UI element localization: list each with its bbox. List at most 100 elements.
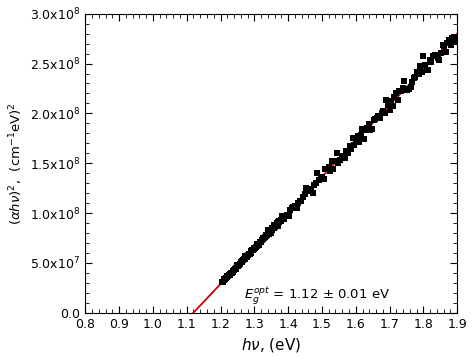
Point	[341, 156, 348, 161]
Point	[323, 166, 331, 171]
Point	[351, 143, 358, 148]
Point	[394, 97, 401, 103]
Point	[226, 272, 234, 278]
Point	[410, 75, 418, 81]
Point	[401, 78, 408, 84]
Point	[439, 42, 447, 48]
Point	[258, 237, 266, 243]
Point	[261, 235, 268, 241]
Point	[444, 40, 451, 46]
Point	[264, 232, 271, 238]
Point	[234, 263, 242, 269]
Point	[247, 248, 255, 254]
Point	[434, 56, 442, 61]
Point	[436, 57, 443, 63]
Point	[319, 174, 326, 179]
Text: $E_g^{opt}$ = 1.12 ± 0.01 eV: $E_g^{opt}$ = 1.12 ± 0.01 eV	[244, 286, 390, 307]
Point	[418, 69, 426, 75]
Point	[440, 43, 448, 49]
Point	[237, 261, 244, 266]
Point	[272, 222, 280, 228]
Point	[380, 108, 387, 113]
Point	[368, 126, 376, 132]
Point	[336, 157, 344, 163]
Point	[245, 252, 252, 258]
Point	[257, 239, 265, 244]
Point	[223, 274, 230, 279]
Point	[333, 151, 340, 156]
Point	[264, 227, 272, 233]
Point	[229, 269, 237, 275]
Point	[352, 139, 360, 145]
Point	[386, 107, 393, 113]
Point	[424, 67, 432, 73]
Y-axis label: $(\alpha h\nu)^2$,  (cm$^{-1}$eV)$^2$: $(\alpha h\nu)^2$, (cm$^{-1}$eV)$^2$	[7, 102, 25, 225]
Point	[339, 153, 347, 159]
Point	[337, 153, 345, 158]
Point	[242, 254, 250, 260]
Point	[431, 52, 438, 58]
Point	[241, 256, 248, 262]
Point	[423, 67, 430, 73]
Point	[278, 213, 286, 219]
Point	[233, 262, 241, 268]
Point	[411, 74, 419, 79]
Point	[357, 132, 365, 138]
Point	[395, 88, 403, 93]
Point	[230, 267, 238, 273]
Point	[250, 246, 257, 252]
Point	[301, 191, 309, 197]
Point	[288, 205, 296, 211]
Point	[240, 257, 248, 262]
Point	[235, 262, 243, 268]
Point	[370, 117, 377, 123]
Point	[239, 257, 247, 263]
Point	[392, 90, 400, 96]
Point	[232, 266, 239, 271]
Point	[260, 235, 267, 241]
Point	[397, 88, 405, 94]
Point	[343, 148, 350, 153]
Point	[317, 174, 324, 180]
Point	[262, 232, 270, 238]
Point	[389, 103, 397, 109]
Point	[381, 110, 389, 116]
Point	[228, 270, 236, 276]
Point	[296, 198, 303, 204]
Point	[387, 97, 395, 103]
Point	[256, 239, 264, 245]
Point	[278, 218, 285, 224]
Point	[219, 279, 227, 284]
Point	[247, 250, 255, 256]
Point	[231, 266, 239, 271]
Point	[452, 39, 459, 44]
Point	[442, 49, 450, 55]
Point	[219, 279, 226, 285]
Point	[286, 206, 294, 212]
Point	[274, 223, 282, 229]
Point	[383, 97, 390, 103]
Point	[366, 127, 374, 133]
Point	[405, 86, 413, 92]
Point	[269, 227, 276, 233]
Point	[344, 150, 352, 156]
Point	[384, 102, 392, 108]
Point	[304, 188, 311, 194]
Point	[272, 222, 279, 228]
Point	[253, 243, 260, 249]
Point	[269, 225, 277, 231]
Point	[328, 158, 336, 164]
Point	[360, 136, 368, 142]
Point	[415, 71, 422, 77]
Point	[228, 270, 235, 275]
Point	[251, 245, 259, 251]
Point	[416, 63, 424, 69]
Point	[275, 218, 283, 224]
Point	[315, 178, 323, 183]
Point	[330, 166, 337, 172]
Point	[249, 247, 257, 253]
Point	[260, 236, 268, 242]
Point	[413, 69, 421, 75]
Point	[364, 125, 371, 131]
Point	[447, 42, 455, 48]
